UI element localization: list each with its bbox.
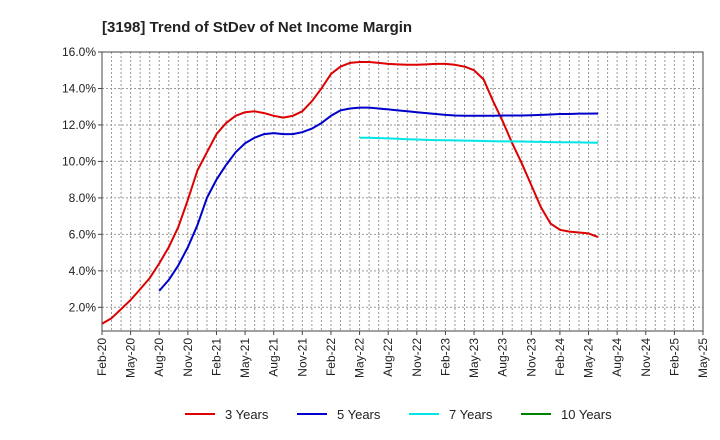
- x-tick-label: May-23: [467, 338, 481, 378]
- series-line-5-years: [158, 106, 599, 292]
- legend-label: 3 Years: [225, 407, 269, 422]
- y-tick-label: 8.0%: [69, 191, 97, 205]
- x-tick-label: May-22: [353, 338, 367, 378]
- x-tick-label: Feb-25: [667, 338, 681, 376]
- x-tick-label: Nov-24: [639, 338, 653, 377]
- chart-title: [3198] Trend of StDev of Net Income Marg…: [102, 19, 412, 36]
- legend-label: 10 Years: [561, 407, 612, 422]
- y-tick-label: 2.0%: [69, 300, 97, 314]
- x-tick-label: Feb-24: [553, 338, 567, 376]
- x-tick-label: Nov-20: [181, 338, 195, 377]
- x-tick-label: Aug-20: [152, 338, 166, 377]
- x-tick-label: Aug-21: [267, 338, 281, 377]
- x-axis: Feb-20 May-20 Aug-20 Nov-20 Feb-21 May-21 Aug-…: [95, 331, 710, 378]
- y-tick-label: 10.0%: [62, 154, 96, 168]
- series-line-3-years: [101, 61, 599, 325]
- y-axis: 2.0% 4.0% 6.0% 8.0% 10.0% 12.0% 14.0% 16.0%: [62, 45, 102, 314]
- x-tick-label: Nov-21: [295, 338, 309, 377]
- series-lines: [101, 61, 599, 325]
- x-tick-label: Feb-22: [324, 338, 338, 376]
- plot-area: [101, 51, 704, 332]
- x-tick-label: May-21: [238, 338, 252, 378]
- x-tick-label: May-20: [124, 338, 138, 378]
- legend: 3 Years 5 Years 7 Years 10 Years: [185, 407, 612, 422]
- x-tick-label: Aug-24: [610, 338, 624, 377]
- y-tick-label: 4.0%: [69, 264, 97, 278]
- legend-label: 5 Years: [337, 407, 381, 422]
- grid: [102, 51, 703, 331]
- y-tick-label: 6.0%: [69, 227, 97, 241]
- x-tick-label: Aug-22: [381, 338, 395, 377]
- x-tick-label: Nov-22: [410, 338, 424, 377]
- x-tick-label: Aug-23: [496, 338, 510, 377]
- x-tick-label: Feb-23: [438, 338, 452, 376]
- legend-label: 7 Years: [449, 407, 493, 422]
- y-tick-label: 12.0%: [62, 118, 96, 132]
- y-tick-label: 14.0%: [62, 81, 96, 95]
- x-tick-label: May-25: [696, 338, 710, 378]
- x-tick-label: Nov-23: [524, 338, 538, 377]
- x-tick-label: May-24: [582, 338, 596, 378]
- x-tick-label: Feb-21: [209, 338, 223, 376]
- x-tick-label: Feb-20: [95, 338, 109, 376]
- y-tick-label: 16.0%: [62, 45, 96, 59]
- series-line-7-years: [359, 136, 599, 144]
